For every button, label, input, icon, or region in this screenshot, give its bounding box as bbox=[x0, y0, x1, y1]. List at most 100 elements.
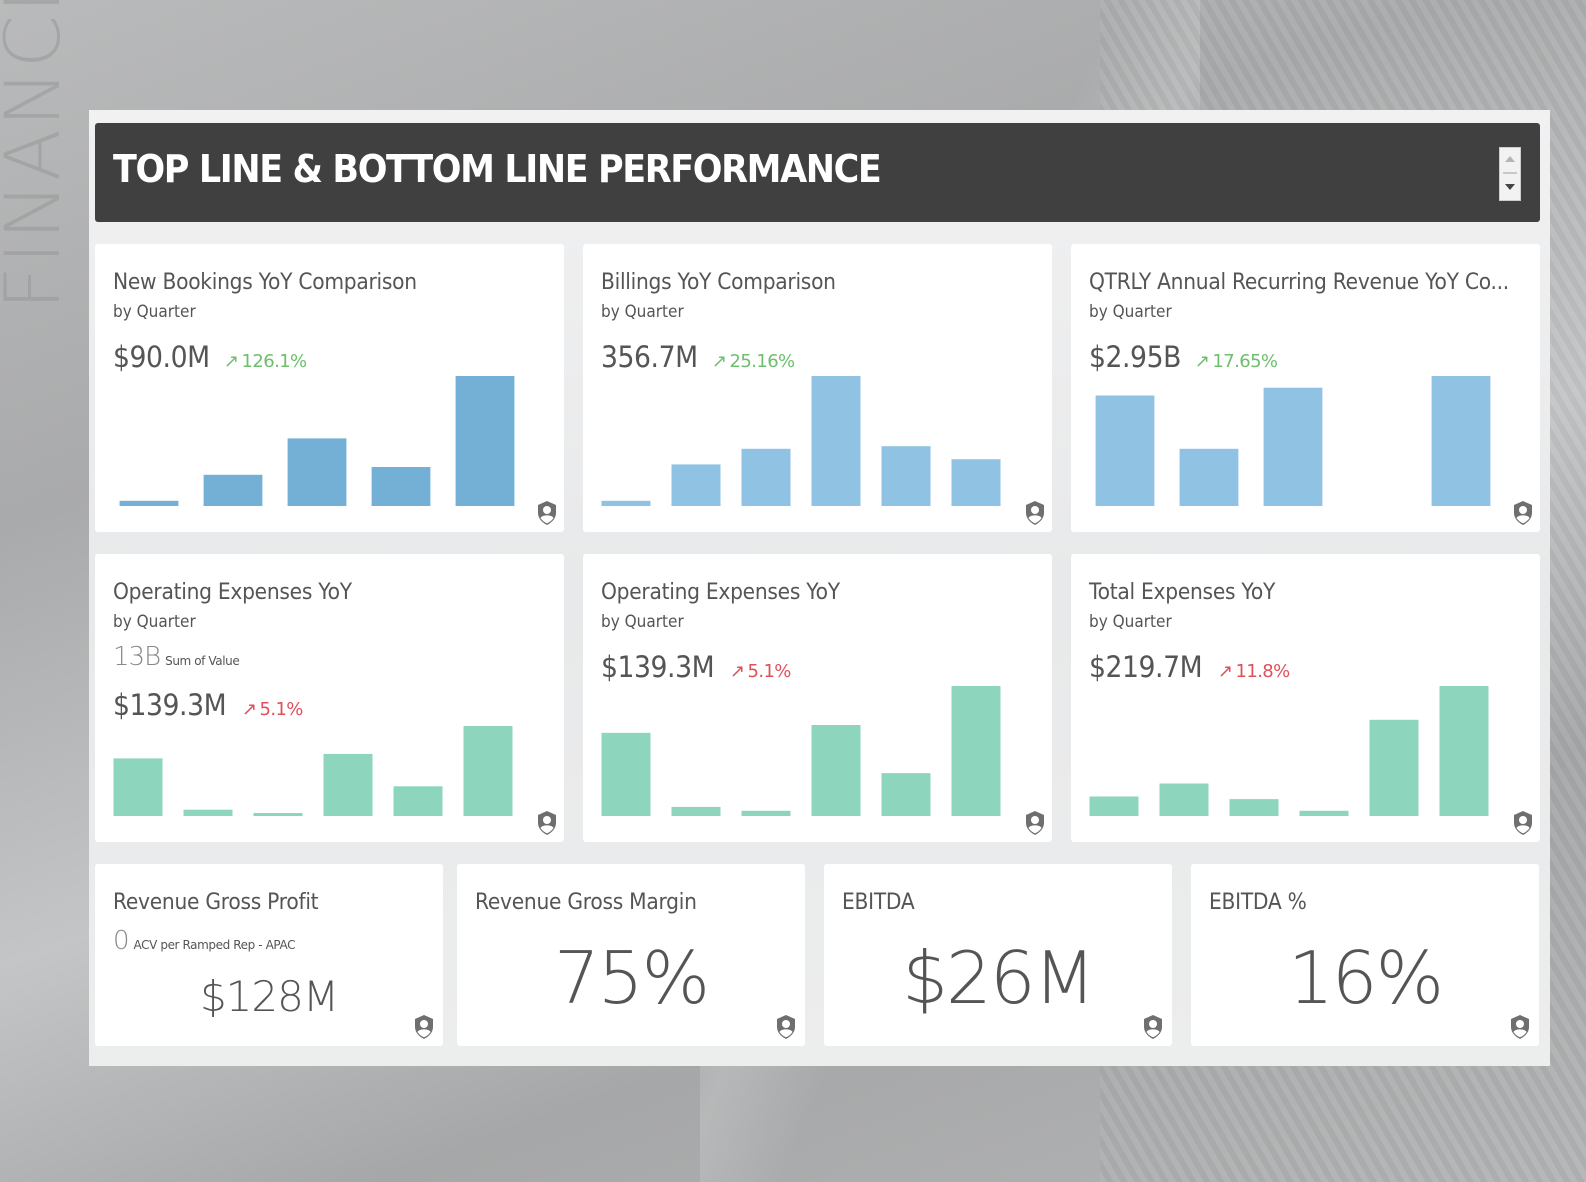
kpi-delta: ↗ 5.1% bbox=[730, 661, 791, 682]
bar-q6[interactable] bbox=[951, 459, 1001, 506]
kpi-tile-revenue-gross-margin[interactable]: Revenue Gross Margin 75% bbox=[457, 864, 805, 1046]
scroll-down-icon[interactable] bbox=[1505, 184, 1515, 190]
trend-up-arrow-icon: ↗ bbox=[712, 351, 727, 372]
kpi-delta: ↗ 126.1% bbox=[224, 351, 307, 372]
kpi-value: $128M bbox=[199, 972, 339, 1021]
bar-chart-svg bbox=[601, 376, 1001, 506]
bar-q5[interactable] bbox=[881, 446, 931, 506]
kpi-secondary-value: 0 bbox=[113, 926, 130, 956]
bar-q5[interactable] bbox=[881, 773, 931, 816]
card-title: Billings YoY Comparison bbox=[601, 270, 836, 295]
shield-user-icon[interactable] bbox=[1024, 810, 1046, 836]
bar-q3[interactable] bbox=[253, 813, 303, 816]
shield-user-icon[interactable] bbox=[1512, 500, 1534, 526]
kpi-value: $219.7M bbox=[1089, 650, 1203, 684]
chart-card-total-expenses[interactable]: Total Expenses YoY by Quarter $219.7M ↗ 1… bbox=[1071, 554, 1540, 842]
kpi-value: $139.3M bbox=[113, 688, 227, 722]
bar-q1[interactable] bbox=[113, 758, 163, 816]
bar-chart bbox=[601, 686, 1021, 816]
kpi-delta-value: 5.1% bbox=[259, 699, 303, 720]
shield-user-icon[interactable] bbox=[775, 1014, 797, 1040]
shield-user-icon[interactable] bbox=[413, 1014, 435, 1040]
trend-up-arrow-icon: ↗ bbox=[224, 351, 239, 372]
bar-q2[interactable] bbox=[671, 806, 721, 816]
shield-user-icon[interactable] bbox=[1509, 1014, 1531, 1040]
chart-card-billings[interactable]: Billings YoY Comparison by Quarter 356.7M… bbox=[583, 244, 1052, 532]
bar-q4[interactable] bbox=[811, 725, 861, 816]
card-title: New Bookings YoY Comparison bbox=[113, 270, 417, 295]
kpi-row: $219.7M ↗ 11.8% bbox=[1089, 650, 1290, 684]
bar-q6[interactable] bbox=[463, 726, 513, 816]
shield-user-icon[interactable] bbox=[1142, 1014, 1164, 1040]
shield-user-icon[interactable] bbox=[536, 810, 558, 836]
section-label: FINANCE bbox=[0, 0, 77, 310]
bar-q4[interactable] bbox=[371, 467, 431, 506]
scroll-divider bbox=[1503, 172, 1517, 174]
card-subtitle: by Quarter bbox=[1089, 302, 1172, 322]
dashboard-panel: TOP LINE & BOTTOM LINE PERFORMANCE New B… bbox=[89, 110, 1550, 1066]
trend-up-arrow-icon: ↗ bbox=[730, 661, 745, 682]
bar-chart-svg bbox=[601, 686, 1001, 816]
bar-q6[interactable] bbox=[951, 686, 1001, 816]
bar-chart bbox=[1089, 376, 1509, 506]
bar-q2[interactable] bbox=[183, 809, 233, 816]
bar-q2[interactable] bbox=[203, 474, 263, 506]
bar-q1[interactable] bbox=[119, 500, 179, 506]
card-subtitle: by Quarter bbox=[601, 612, 684, 632]
shield-user-icon[interactable] bbox=[1512, 810, 1534, 836]
bar-q5[interactable] bbox=[455, 376, 515, 506]
card-subtitle: by Quarter bbox=[1089, 612, 1172, 632]
card-title: Total Expenses YoY bbox=[1089, 580, 1276, 605]
bar-q1[interactable] bbox=[1089, 796, 1139, 817]
bar-chart bbox=[113, 376, 533, 506]
bar-q5[interactable] bbox=[1431, 376, 1491, 506]
kpi-value: $2.95B bbox=[1089, 340, 1181, 374]
kpi-title: Revenue Gross Margin bbox=[475, 890, 697, 915]
dashboard-header: TOP LINE & BOTTOM LINE PERFORMANCE bbox=[95, 123, 1540, 222]
bar-chart bbox=[1089, 686, 1509, 816]
bar-q4[interactable] bbox=[1299, 810, 1349, 816]
bar-q2[interactable] bbox=[1179, 448, 1239, 506]
bar-q4[interactable] bbox=[811, 376, 861, 506]
bar-q2[interactable] bbox=[1159, 783, 1209, 817]
bar-q5[interactable] bbox=[1369, 719, 1419, 816]
bar-q1[interactable] bbox=[601, 732, 651, 816]
kpi-secondary: 0 ACV per Ramped Rep - APAC bbox=[113, 926, 295, 956]
scroll-up-icon[interactable] bbox=[1505, 156, 1515, 162]
bar-q1[interactable] bbox=[1095, 395, 1155, 507]
bar-q1[interactable] bbox=[601, 500, 651, 506]
kpi-row: $90.0M ↗ 126.1% bbox=[113, 340, 307, 374]
bar-chart-svg bbox=[113, 726, 513, 816]
trend-up-arrow-icon: ↗ bbox=[1194, 351, 1210, 372]
shield-user-icon[interactable] bbox=[536, 500, 558, 526]
bar-q5[interactable] bbox=[393, 786, 443, 816]
bar-q3[interactable] bbox=[741, 448, 791, 506]
bar-q4[interactable] bbox=[323, 753, 373, 816]
bar-chart bbox=[601, 376, 1021, 506]
bar-q2[interactable] bbox=[671, 464, 721, 506]
trend-up-arrow-icon: ↗ bbox=[1218, 661, 1233, 682]
card-subtitle: by Quarter bbox=[601, 302, 684, 322]
bar-q3[interactable] bbox=[1263, 387, 1323, 506]
shield-user-icon[interactable] bbox=[1024, 500, 1046, 526]
kpi-tile-ebitda-percent[interactable]: EBITDA % 16% bbox=[1191, 864, 1539, 1046]
kpi-delta: ↗ 11.8% bbox=[1218, 661, 1290, 682]
kpi-title: Revenue Gross Profit bbox=[113, 890, 319, 915]
kpi-value: $26M bbox=[902, 936, 1096, 1020]
kpi-delta: ↗ 25.16% bbox=[712, 351, 795, 372]
kpi-title: EBITDA % bbox=[1209, 890, 1307, 915]
bar-q3[interactable] bbox=[741, 810, 791, 816]
chart-card-operating-expenses-1[interactable]: Operating Expenses YoY by Quarter 13B Sum… bbox=[95, 554, 564, 842]
dashboard-title: TOP LINE & BOTTOM LINE PERFORMANCE bbox=[113, 147, 882, 191]
chart-card-operating-expenses-2[interactable]: Operating Expenses YoY by Quarter $139.3M… bbox=[583, 554, 1052, 842]
kpi-tile-revenue-gross-profit[interactable]: Revenue Gross Profit 0 ACV per Ramped Re… bbox=[95, 864, 443, 1046]
card-title: Operating Expenses YoY bbox=[601, 580, 840, 605]
chart-card-new-bookings[interactable]: New Bookings YoY Comparison by Quarter $9… bbox=[95, 244, 564, 532]
bar-q3[interactable] bbox=[287, 438, 347, 506]
header-scroll-control[interactable] bbox=[1499, 147, 1521, 201]
bar-q6[interactable] bbox=[1439, 686, 1489, 816]
kpi-tile-ebitda[interactable]: EBITDA $26M bbox=[824, 864, 1172, 1046]
chart-card-arr[interactable]: QTRLY Annual Recurring Revenue YoY Co...… bbox=[1071, 244, 1540, 532]
kpi-value: 75% bbox=[553, 936, 710, 1020]
bar-q3[interactable] bbox=[1229, 799, 1279, 816]
